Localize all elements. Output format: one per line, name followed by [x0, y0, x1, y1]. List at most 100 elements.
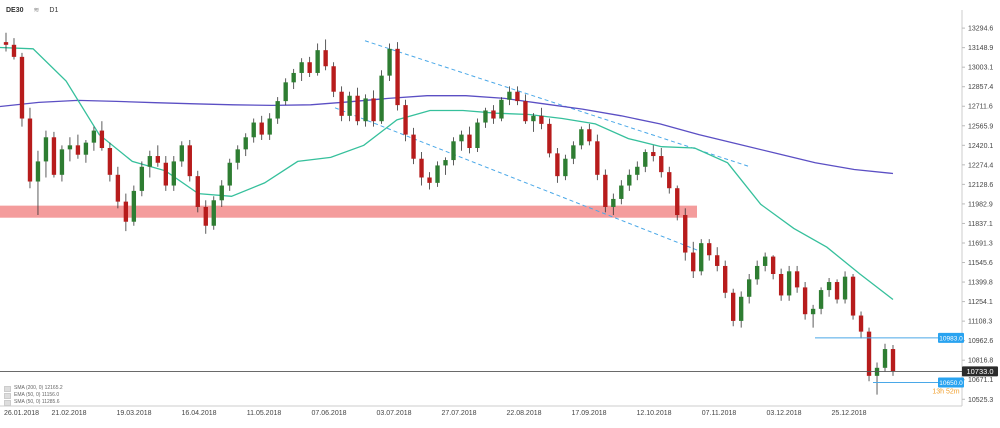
candle-body	[315, 50, 320, 73]
candle-body	[27, 118, 33, 182]
candle-body	[331, 66, 336, 92]
candle-body	[11, 44, 17, 57]
candles-icon[interactable]: ≋	[33, 7, 40, 14]
x-tick-label: 26.01.2018	[4, 410, 39, 417]
x-tick-label: 03.12.2018	[766, 410, 801, 417]
y-tick-label: 12274.4	[968, 162, 993, 169]
y-tick-label: 10816.8	[968, 358, 993, 365]
candle-body	[778, 273, 784, 296]
candle-body	[339, 91, 344, 116]
candle-body	[627, 174, 632, 186]
candle-body	[131, 190, 137, 222]
candle-body	[283, 82, 288, 102]
price-tag	[962, 366, 998, 377]
candle-body	[810, 308, 816, 315]
candle-body	[603, 174, 608, 207]
x-tick-label: 25.12.2018	[831, 410, 866, 417]
candle-body	[443, 160, 448, 166]
candle-body	[866, 331, 872, 376]
trendline-lower	[334, 107, 701, 252]
candle-body	[227, 162, 232, 186]
timeframe-label[interactable]: D1	[49, 6, 59, 14]
trendline-upper	[364, 40, 751, 168]
candle-body	[731, 292, 736, 321]
candle-body	[171, 161, 176, 186]
y-tick-label: 12128.6	[968, 182, 993, 189]
candle-body	[699, 243, 704, 272]
symbol-label[interactable]: DE30	[6, 6, 24, 14]
candle-body	[754, 265, 760, 280]
y-tick-label: 10525.3	[968, 397, 993, 404]
candle-body	[475, 122, 480, 149]
candle-body	[187, 145, 192, 177]
candle-body	[555, 153, 560, 177]
settings-icon[interactable]	[4, 385, 11, 392]
candle-body	[235, 149, 240, 163]
x-tick-label: 17.09.2018	[571, 410, 606, 417]
y-tick-label: 13003.1	[968, 65, 993, 72]
y-tick-label: 12565.9	[968, 123, 993, 130]
legend-item[interactable]: EMA (50, 0) 11156.0	[4, 392, 63, 399]
candle-body	[91, 130, 97, 143]
candle-body	[51, 137, 57, 175]
price-tag	[938, 377, 964, 388]
candle-body	[675, 188, 680, 216]
settings-icon[interactable]	[4, 392, 11, 399]
x-tick-label: 27.07.2018	[441, 410, 476, 417]
x-tick-label: 07.11.2018	[702, 410, 737, 417]
candle-body	[35, 161, 41, 182]
candle-body	[83, 142, 89, 155]
candle-body	[275, 101, 280, 119]
x-tick-label: 03.07.2018	[376, 410, 411, 417]
candle-body	[371, 98, 376, 122]
x-tick-label: 22.08.2018	[506, 410, 541, 417]
candle-body	[794, 271, 800, 288]
candle-body	[299, 62, 304, 73]
candle-body	[155, 156, 161, 163]
candle-body	[403, 105, 408, 135]
candle-body	[395, 48, 400, 106]
candle-body	[826, 282, 832, 291]
legend-item[interactable]: SMA (50, 0) 11285.6	[4, 399, 63, 406]
y-tick-label: 11982.9	[968, 201, 993, 208]
settings-icon[interactable]	[4, 399, 11, 406]
candle-body	[203, 206, 208, 226]
candle-body	[419, 158, 424, 178]
y-tick-label: 10962.6	[968, 338, 993, 345]
candle-body	[762, 256, 768, 266]
x-tick-label: 21.02.2018	[51, 410, 86, 417]
candle-body	[683, 215, 688, 253]
candle-body	[850, 276, 856, 316]
candle-body	[802, 287, 808, 315]
candle-body	[267, 118, 272, 135]
candle-body	[139, 166, 145, 191]
y-tick-label: 11108.3	[968, 319, 992, 326]
candle-body	[587, 129, 592, 142]
candle-body	[123, 201, 129, 222]
candle-body	[291, 72, 296, 83]
candle-body	[770, 256, 776, 274]
candle-body	[715, 255, 720, 266]
candle-body	[571, 145, 576, 159]
candle-body	[107, 148, 113, 175]
candle-body	[219, 185, 224, 201]
candle-body	[259, 122, 264, 135]
candle-body	[882, 349, 888, 368]
legend-item[interactable]: SMA (200, 0) 12165.2	[4, 385, 63, 392]
candle-body	[523, 101, 528, 122]
candle-body	[195, 176, 200, 207]
candle-body	[834, 282, 840, 300]
candle-body	[619, 185, 624, 199]
candle-body	[451, 141, 456, 161]
price-tag-label: 10983.0	[939, 335, 963, 342]
y-tick-label: 11399.8	[968, 280, 993, 287]
candle-body	[387, 48, 392, 76]
candle-body	[746, 279, 752, 297]
candle-body	[595, 141, 600, 175]
candle-body	[115, 174, 121, 202]
candle-body	[738, 296, 744, 321]
candle-body	[243, 137, 248, 150]
y-tick-label: 11545.6	[968, 260, 993, 267]
